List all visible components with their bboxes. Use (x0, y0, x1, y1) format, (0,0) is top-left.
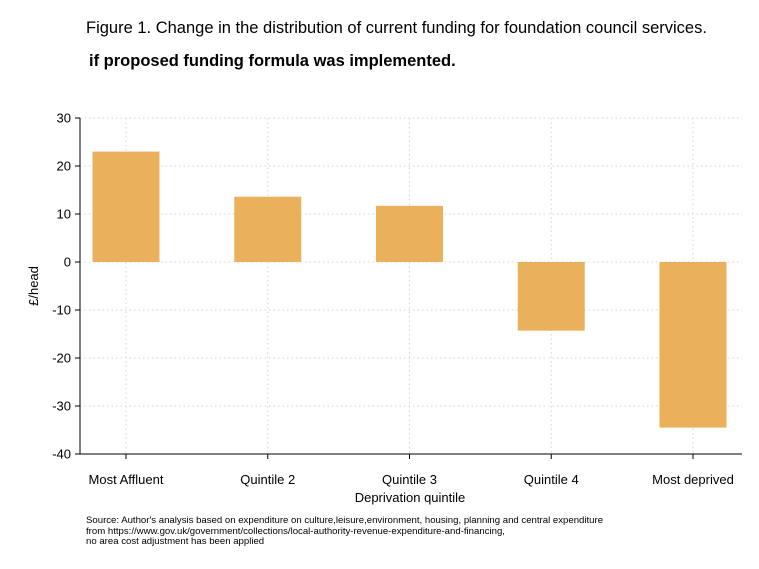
x-tick-label: Most Affluent (89, 472, 164, 487)
bar-quintile-2 (234, 196, 302, 262)
chart-subtitle: if proposed funding formula was implemen… (89, 52, 456, 70)
x-tick-label: Quintile 3 (382, 472, 437, 487)
y-tick-label: 30 (57, 111, 71, 126)
y-tick-label: -20 (52, 351, 71, 366)
source-line-2: from https://www.gov.uk/government/colle… (86, 525, 505, 537)
chart-title: Figure 1. Change in the distribution of … (86, 19, 707, 37)
y-axis-title: £/head (26, 266, 41, 306)
bar-most-deprived (659, 262, 727, 428)
bar-quintile-4 (517, 262, 585, 331)
x-tick-label: Quintile 4 (524, 472, 579, 487)
y-tick-label: -30 (52, 399, 71, 414)
source-note: Source: Author's analysis based on expen… (86, 515, 604, 548)
bar-quintile-3 (376, 205, 443, 262)
bar-most-affluent (92, 151, 160, 262)
x-tick-label: Quintile 2 (240, 472, 295, 487)
y-tick-label: -40 (52, 447, 71, 462)
y-tick-label: 0 (64, 255, 71, 270)
y-tick-label: 20 (57, 159, 71, 174)
x-tick-label: Most deprived (652, 472, 734, 487)
y-tick-label: 10 (57, 207, 71, 222)
source-line-1: Source: Author's analysis based on expen… (86, 515, 604, 526)
source-line-3: no area cost adjustment has been applied (86, 536, 265, 548)
y-tick-label: -10 (52, 303, 71, 318)
x-axis-title: Deprivation quintile (355, 490, 466, 505)
